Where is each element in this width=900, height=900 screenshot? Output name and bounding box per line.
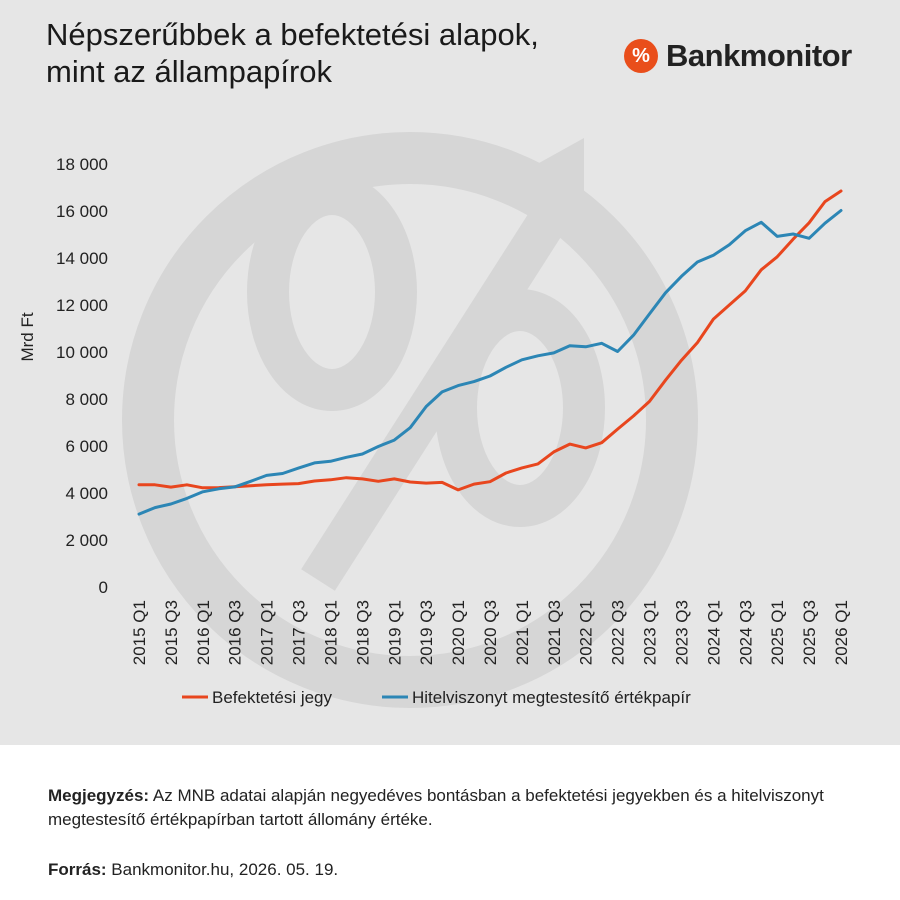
x-tick-label: 2016 Q1: [194, 600, 213, 665]
title-line-2: mint az állampapírok: [46, 54, 333, 89]
logo-text: Bankmonitor: [666, 38, 852, 73]
x-tick-label: 2020 Q1: [449, 600, 468, 665]
chart-card: Népszerűbbek a befektetési alapok, mint …: [0, 0, 900, 745]
x-tick-label: 2019 Q3: [417, 600, 436, 665]
series-line-befektetesi-jegy: [137, 189, 843, 492]
y-tick-label: 8 000: [65, 390, 108, 409]
legend: Befektetési jegy Hitelviszonyt megtestes…: [182, 688, 691, 707]
x-tick-label: 2015 Q1: [130, 600, 149, 665]
x-tick-label: 2018 Q3: [353, 600, 372, 665]
x-tick-label: 2024 Q3: [736, 600, 755, 665]
source-label: Forrás:: [48, 860, 107, 879]
x-tick-label: 2020 Q3: [481, 600, 500, 665]
x-tick-label: 2015 Q3: [162, 600, 181, 665]
chart-title: Népszerűbbek a befektetési alapok, mint …: [46, 16, 606, 90]
y-tick-label: 4 000: [65, 484, 108, 503]
x-tick-label: 2016 Q3: [226, 600, 245, 665]
source-line: Forrás: Bankmonitor.hu, 2026. 05. 19.: [48, 860, 338, 880]
x-tick-label: 2026 Q1: [832, 600, 851, 665]
title-line-1: Népszerűbbek a befektetési alapok,: [46, 17, 539, 52]
x-tick-label: 2021 Q3: [545, 600, 564, 665]
y-tick-label: 0: [99, 578, 108, 597]
x-tick-label: 2019 Q1: [385, 600, 404, 665]
y-tick-label: 16 000: [56, 202, 108, 221]
legend-label-befektetesi-jegy: Befektetési jegy: [212, 688, 333, 707]
x-tick-label: 2025 Q3: [800, 600, 819, 665]
y-tick-label: 6 000: [65, 437, 108, 456]
x-tick-label: 2023 Q1: [641, 600, 660, 665]
x-tick-label: 2017 Q3: [290, 600, 309, 665]
bankmonitor-logo: % Bankmonitor: [624, 36, 852, 76]
x-tick-label: 2025 Q1: [768, 600, 787, 665]
x-tick-label: 2023 Q3: [672, 600, 691, 665]
x-tick-label: 2017 Q1: [258, 600, 277, 665]
x-tick-label: 2022 Q1: [577, 600, 596, 665]
x-axis: 2015 Q1 2015 Q3 2016 Q1 2016 Q3 2017 Q1 2017 …: [130, 600, 851, 665]
y-tick-label: 14 000: [56, 249, 108, 268]
source-text: Bankmonitor.hu, 2026. 05. 19.: [106, 860, 339, 879]
x-tick-label: 2018 Q1: [321, 600, 340, 665]
y-axis: 0 2 000 4 000 6 000 8 000 10 000 12 000 14 000 1…: [56, 155, 108, 597]
footnote: Megjegyzés: Az MNB adatai alapján negyed…: [48, 784, 858, 832]
x-tick-label: 2022 Q3: [609, 600, 628, 665]
line-chart: Mrd Ft 0 2 000 4 000 6 000 8 000 10 000 12 000…: [18, 132, 851, 708]
series-lines: [137, 189, 843, 516]
y-tick-label: 18 000: [56, 155, 108, 174]
legend-label-hitelviszonyt: Hitelviszonyt megtestesítő értékpapír: [412, 688, 691, 707]
y-axis-label: Mrd Ft: [18, 312, 37, 361]
y-tick-label: 2 000: [65, 531, 108, 550]
x-tick-label: 2024 Q1: [704, 600, 723, 665]
y-tick-label: 10 000: [56, 343, 108, 362]
footnote-label: Megjegyzés:: [48, 786, 150, 805]
footnote-text: Az MNB adatai alapján negyedéves bontásb…: [48, 786, 824, 829]
x-tick-label: 2021 Q1: [513, 600, 532, 665]
y-tick-label: 12 000: [56, 296, 108, 315]
series-line-hitelviszonyt: [137, 209, 843, 516]
percent-icon: %: [624, 39, 658, 73]
